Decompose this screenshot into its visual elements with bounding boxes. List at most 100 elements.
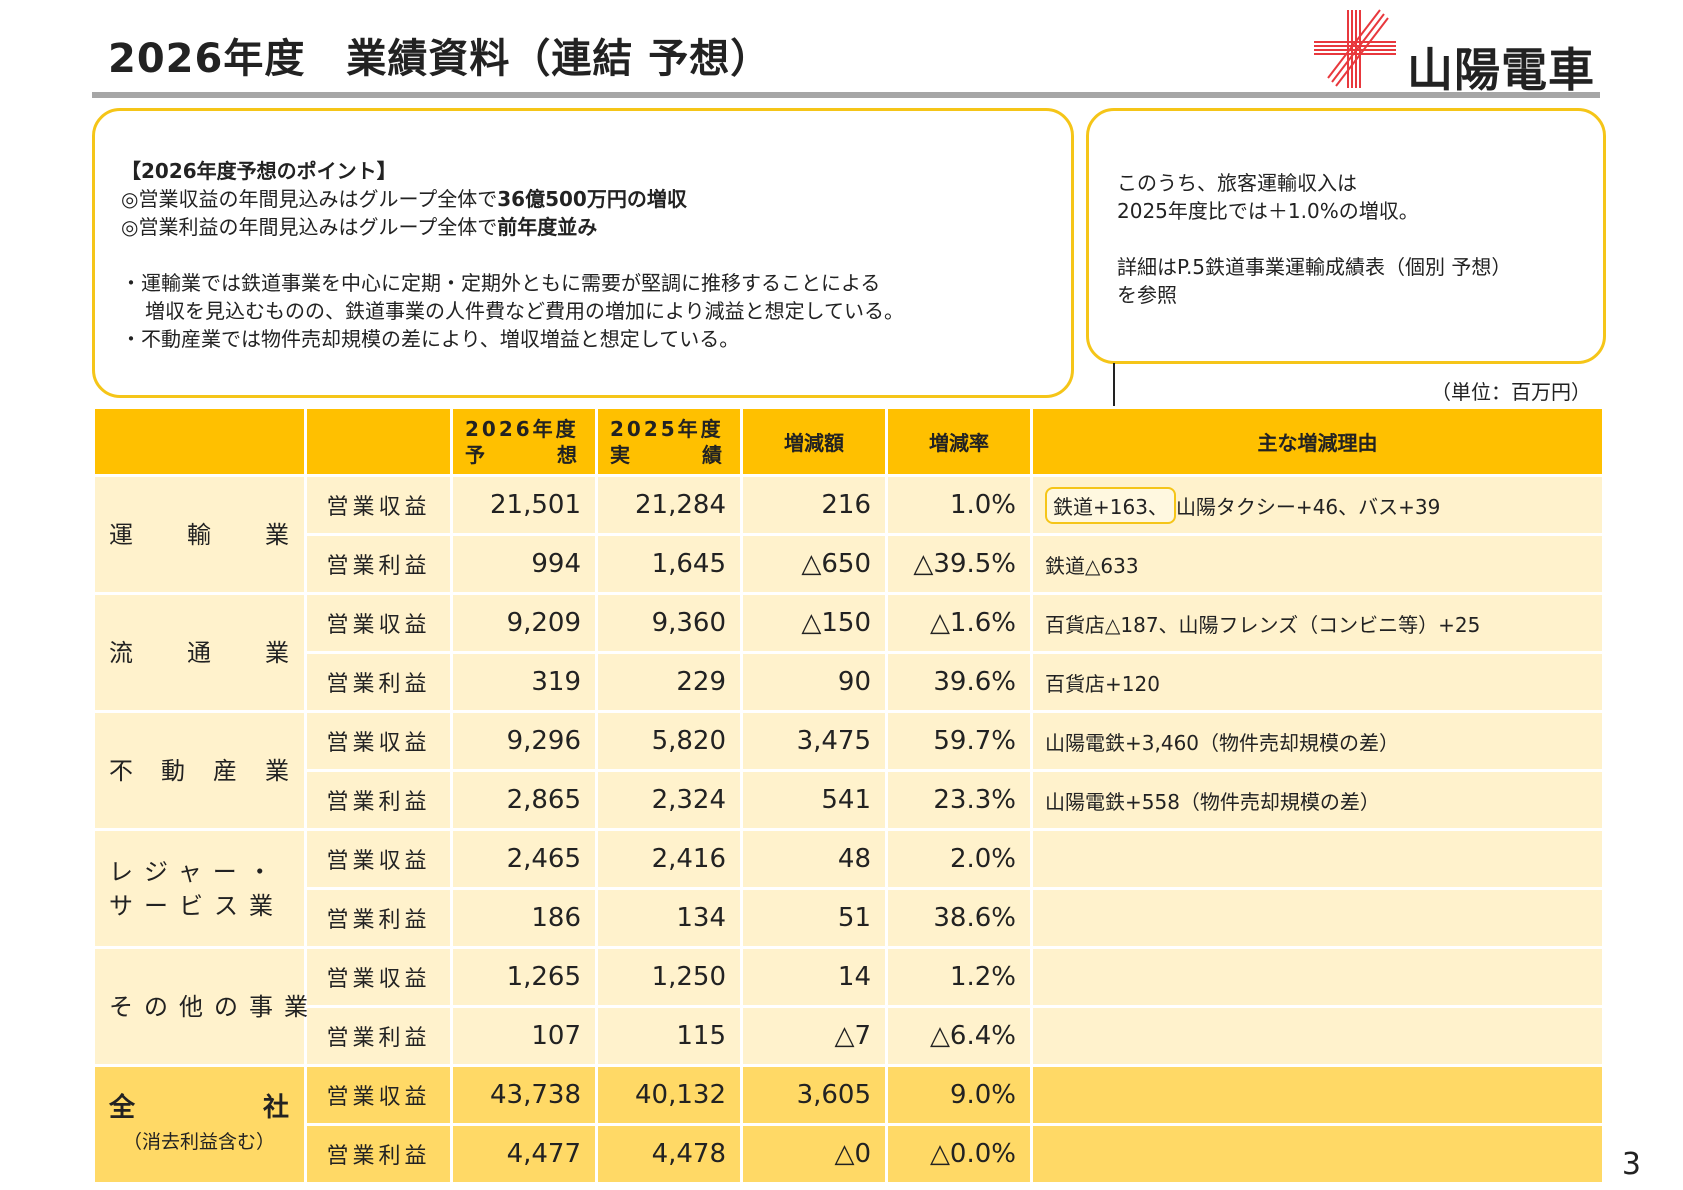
- cell-reason: [1030, 1123, 1605, 1185]
- cell-rate: 38.6%: [885, 887, 1033, 949]
- highlighted-reason: 鉄道+163、: [1045, 486, 1176, 524]
- cell-fy2026: 1,265: [450, 946, 598, 1008]
- item-label: 営業利益: [304, 533, 453, 595]
- points-heading: 【2026年度予想のポイント】: [121, 159, 397, 183]
- results-table: 2026年度 予想 2025年度 実績 増減額 増減率 主な増減理由 運輸業 営…: [92, 406, 1605, 1185]
- cell-reason: [1030, 1005, 1605, 1067]
- cell-diff: △7: [740, 1005, 888, 1067]
- cell-rate: △39.5%: [885, 533, 1033, 595]
- title-divider: [92, 92, 1600, 98]
- segment-other: その他の事業: [92, 946, 308, 1067]
- cell-diff: 14: [740, 946, 888, 1008]
- item-label: 営業収益: [304, 474, 453, 536]
- cell-fy2025: 2,416: [595, 828, 743, 890]
- cell-reason: [1030, 828, 1605, 890]
- segment-transport: 運輸業: [92, 474, 307, 595]
- cell-reason: [1030, 946, 1605, 1008]
- cell-fy2025: 5,820: [595, 710, 743, 772]
- cell-fy2026: 2,865: [450, 769, 598, 831]
- cell-diff: 3,475: [740, 710, 888, 772]
- cell-rate: 23.3%: [885, 769, 1033, 831]
- cell-reason: 百貨店△187、山陽フレンズ（コンビニ等）+25: [1030, 592, 1605, 654]
- note-line: 詳細はP.5鉄道事業運輸成績表（個別 予想）: [1117, 255, 1512, 279]
- table-row: その他の事業 営業収益 1,265 1,250 14 1.2%: [92, 946, 1605, 1067]
- cell-reason: 百貨店+120: [1030, 651, 1605, 713]
- cell-diff: △650: [740, 533, 888, 595]
- cell-reason: 山陽電鉄+3,460（物件売却規模の差）: [1030, 710, 1605, 772]
- cell-fy2026: 107: [450, 1005, 598, 1067]
- cell-diff: △0: [740, 1123, 888, 1185]
- company-logo: 山陽電車: [1312, 8, 1612, 97]
- header-segment: [92, 406, 307, 477]
- points-box: 【2026年度予想のポイント】 ◎営業収益の年間見込みはグループ全体で36億50…: [92, 108, 1074, 398]
- cell-diff: 3,605: [740, 1064, 888, 1126]
- cell-rate: △6.4%: [885, 1005, 1033, 1067]
- note-line: 2025年度比では＋1.0%の増収。: [1117, 199, 1419, 223]
- points-bullet-transport-cont: 増収を見込むものの、鉄道事業の人件費など費用の増加により減益と想定している。: [145, 299, 904, 323]
- points-bullet-transport: ・運輸業では鉄道事業を中心に定期・定期外ともに需要が堅調に推移することによる: [121, 271, 881, 295]
- table-row: 流通業 営業収益 9,209 9,360 △150 △1.6% 百貨店△187、…: [92, 592, 1605, 713]
- table-row-total: 全社 （消去利益含む） 営業収益 43,738 40,132 3,605 9.0…: [92, 1064, 1605, 1185]
- cell-rate: △0.0%: [885, 1123, 1033, 1185]
- item-label: 営業利益: [304, 769, 453, 831]
- cell-rate: 1.2%: [885, 946, 1033, 1008]
- item-label: 営業利益: [304, 1123, 453, 1185]
- cell-fy2026: 9,209: [450, 592, 598, 654]
- note-line: このうち、旅客運輸収入は: [1117, 171, 1357, 195]
- cell-fy2026: 994: [450, 533, 598, 595]
- item-label: 営業収益: [304, 710, 453, 772]
- table-row: レジャー・ サービス業 営業収益 2,465 2,416 48 2.0%: [92, 828, 1605, 949]
- points-revenue-line: ◎営業収益の年間見込みはグループ全体で36億500万円の増収: [121, 187, 687, 211]
- points-bullet-realestate: ・不動産業では物件売却規模の差により、増収増益と想定している。: [121, 327, 740, 351]
- table-row: 営業利益 319 229 90 39.6% 百貨店+120: [94, 651, 1605, 713]
- cell-diff: 48: [740, 828, 888, 890]
- segment-total: 全社 （消去利益含む）: [92, 1064, 307, 1185]
- cell-fy2025: 21,284: [595, 474, 743, 536]
- note-box: このうち、旅客運輸収入は 2025年度比では＋1.0%の増収。 詳細はP.5鉄道…: [1086, 108, 1606, 364]
- item-label: 営業収益: [304, 592, 453, 654]
- sanyo-logo-mark-icon: [1314, 9, 1396, 88]
- cell-fy2025: 1,645: [595, 533, 743, 595]
- cell-fy2026: 2,465: [450, 828, 598, 890]
- cell-diff: 541: [740, 769, 888, 831]
- cell-rate: 1.0%: [885, 474, 1033, 536]
- points-profit-line: ◎営業利益の年間見込みはグループ全体で前年度並み: [121, 215, 598, 239]
- segment-distribution: 流通業: [92, 592, 307, 713]
- cell-fy2026: 21,501: [450, 474, 598, 536]
- note-line: を参照: [1117, 283, 1177, 307]
- table-row-total: 営業利益 4,477 4,478 △0 △0.0%: [94, 1123, 1605, 1185]
- header-rate: 増減率: [885, 406, 1033, 477]
- cell-diff: 216: [740, 474, 888, 536]
- item-label: 営業収益: [304, 946, 453, 1008]
- table-header-row: 2026年度 予想 2025年度 実績 増減額 増減率 主な増減理由: [92, 406, 1605, 477]
- cell-diff: △150: [740, 592, 888, 654]
- table-row: 営業利益 994 1,645 △650 △39.5% 鉄道△633: [94, 533, 1605, 595]
- cell-fy2026: 319: [450, 651, 598, 713]
- cell-reason: 鉄道△633: [1030, 533, 1605, 595]
- cell-diff: 51: [740, 887, 888, 949]
- item-label: 営業利益: [304, 887, 453, 949]
- table-row: 営業利益 186 134 51 38.6%: [94, 887, 1605, 949]
- header-diff: 増減額: [740, 406, 888, 477]
- cell-fy2025: 4,478: [595, 1123, 743, 1185]
- table-row: 運輸業 営業収益 21,501 21,284 216 1.0% 鉄道+163、山…: [92, 474, 1605, 595]
- cell-fy2026: 4,477: [450, 1123, 598, 1185]
- cell-reason: 山陽電鉄+558（物件売却規模の差）: [1030, 769, 1605, 831]
- unit-label: （単位：百万円）: [1431, 380, 1591, 404]
- item-label: 営業収益: [304, 828, 453, 890]
- segment-leisure-service: レジャー・ サービス業: [92, 828, 307, 949]
- table-row: 営業利益 107 115 △7 △6.4%: [94, 1005, 1605, 1067]
- cell-diff: 90: [740, 651, 888, 713]
- item-label: 営業利益: [304, 1005, 453, 1067]
- logo-text: 山陽電車: [1407, 43, 1595, 97]
- cell-rate: △1.6%: [885, 592, 1033, 654]
- page-title: 2026年度 業績資料（連結 予想）: [108, 36, 772, 82]
- cell-fy2025: 229: [595, 651, 743, 713]
- cell-fy2025: 9,360: [595, 592, 743, 654]
- table-row: 営業利益 2,865 2,324 541 23.3% 山陽電鉄+558（物件売却…: [94, 769, 1605, 831]
- header-reason: 主な増減理由: [1030, 406, 1605, 477]
- segment-real-estate: 不動産業: [92, 710, 307, 831]
- cell-fy2025: 115: [595, 1005, 743, 1067]
- header-fy2025: 2025年度 実績: [595, 406, 743, 477]
- cell-fy2026: 186: [450, 887, 598, 949]
